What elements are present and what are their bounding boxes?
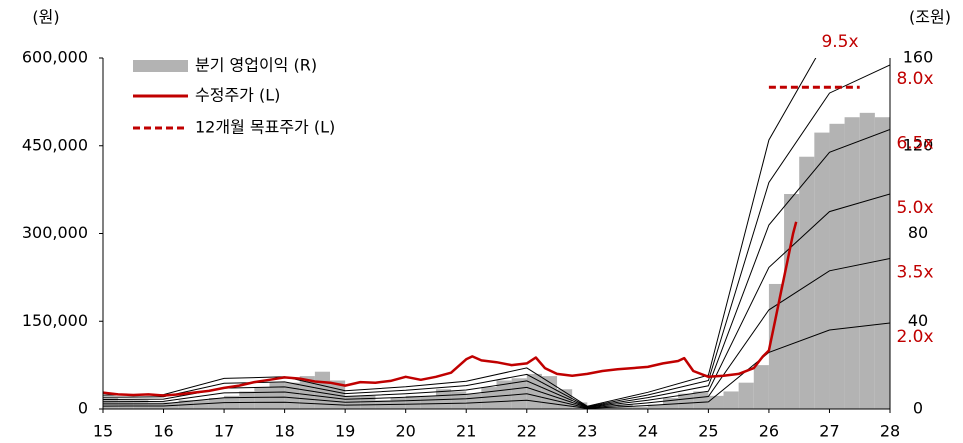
- bar: [829, 123, 845, 409]
- bar: [420, 395, 436, 409]
- bar: [693, 391, 709, 409]
- legend: 분기 영업이익 (R) 수정주가 (L) 12개월 목표주가 (L): [133, 56, 335, 137]
- band-label: 9.5x: [821, 32, 858, 52]
- x-tick-label: 15: [93, 422, 113, 441]
- bar: [254, 387, 270, 409]
- x-tick-label: 22: [517, 422, 537, 441]
- per-band: [102, 58, 817, 407]
- band-label: 2.0x: [896, 327, 933, 347]
- y2-tick-label: 0: [913, 399, 923, 418]
- bar: [874, 117, 890, 409]
- bar: [299, 376, 315, 409]
- bar: [466, 393, 482, 409]
- y2-tick-label: 80: [908, 223, 928, 242]
- bar: [768, 283, 785, 409]
- bar: [647, 404, 663, 409]
- bar: [451, 391, 467, 409]
- bar-layer: [103, 112, 890, 409]
- band-label: 3.5x: [896, 263, 933, 283]
- x-tick-label: 21: [456, 422, 476, 441]
- x-tick-label: 16: [153, 422, 173, 441]
- x-tick-label: 20: [396, 422, 416, 441]
- bar: [481, 387, 497, 409]
- bar: [405, 395, 421, 409]
- bar: [859, 112, 875, 409]
- x-tick-label: 17: [214, 422, 234, 441]
- line-layer: [102, 85, 860, 397]
- legend-label: 12개월 목표주가 (L): [195, 118, 335, 137]
- legend-swatch: [133, 60, 188, 72]
- bar: [284, 382, 300, 409]
- y-tick-label: 300,000: [22, 223, 88, 242]
- bar: [799, 156, 815, 409]
- per-band: [102, 193, 891, 409]
- y-tick-label: 150,000: [22, 311, 88, 330]
- x-tick-label: 27: [819, 422, 839, 441]
- y2-axis-label: (조원): [909, 8, 951, 27]
- legend-label: 수정주가 (L): [195, 86, 280, 105]
- bar: [602, 406, 618, 409]
- bar: [678, 393, 694, 409]
- price-line: [102, 221, 798, 397]
- y-tick-label: 0: [78, 399, 88, 418]
- bar: [632, 406, 648, 409]
- band-label: 5.0x: [896, 198, 933, 218]
- bar: [118, 400, 134, 409]
- legend-label: 분기 영업이익 (R): [195, 56, 317, 75]
- per-band: [102, 64, 891, 408]
- x-tick-label: 23: [577, 422, 597, 441]
- bar: [738, 382, 754, 409]
- bar: [784, 194, 800, 409]
- per-band: [102, 129, 891, 408]
- bar: [390, 398, 406, 409]
- x-tick-label: 25: [698, 422, 718, 441]
- per-band: [102, 258, 891, 409]
- y2-tick-label: 120: [903, 135, 934, 154]
- band-label: 6.5x: [896, 134, 933, 154]
- x-tick-label: 28: [880, 422, 900, 441]
- bar: [814, 132, 830, 409]
- bar: [360, 395, 376, 409]
- band-layer: [102, 58, 891, 409]
- band-label: 8.0x: [896, 69, 933, 89]
- x-tick-label: 19: [335, 422, 355, 441]
- bar: [723, 391, 739, 409]
- y-tick-label: 600,000: [22, 48, 88, 67]
- y2-tick-label: 40: [908, 311, 928, 330]
- x-tick-label: 26: [759, 422, 779, 441]
- bar: [708, 395, 724, 409]
- bar: [572, 402, 588, 409]
- bar: [193, 400, 209, 409]
- x-tick-label: 18: [274, 422, 294, 441]
- y-axis-label: (원): [32, 8, 59, 27]
- bar: [753, 365, 769, 409]
- bar: [133, 400, 149, 409]
- bar: [844, 117, 860, 409]
- bar: [662, 398, 679, 409]
- x-tick-label: 24: [638, 422, 658, 441]
- y2-tick-label: 160: [903, 48, 934, 67]
- bar: [239, 391, 255, 409]
- y-tick-label: 450,000: [22, 135, 88, 154]
